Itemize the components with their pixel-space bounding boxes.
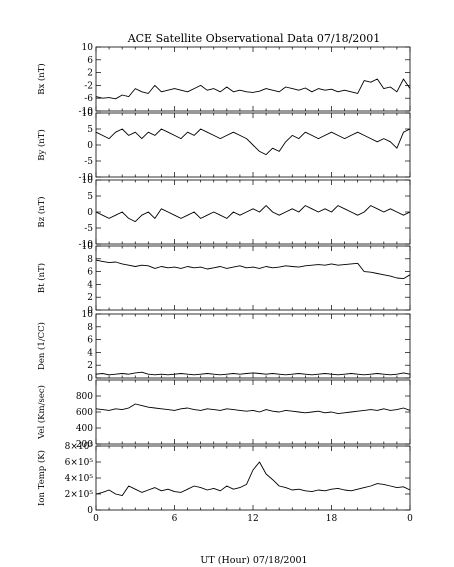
series-line [95, 78, 411, 100]
y-tick-label: -10 [79, 240, 94, 250]
plot-frame [95, 46, 411, 112]
y-tick-label: 6 [87, 336, 93, 346]
y-tick-label: 0 [87, 374, 93, 384]
panel-4: 10 8 6 4 2 0 Bt (nT) [36, 242, 411, 316]
y-axis-label: Vel (Km/sec) [36, 385, 47, 440]
panel-3: 10 5 0 -5 -10 Bz (nT) [36, 176, 411, 250]
plot-frame [95, 379, 411, 445]
y-axis-label: Bz (nT) [36, 196, 47, 227]
y-tick-label: 5 [87, 125, 93, 135]
y-tick-label: 4 [87, 348, 93, 358]
y-tick-label: 2 [87, 293, 93, 303]
y-axis-label: By (nT) [36, 129, 47, 161]
y-tick-label: 0 [87, 141, 93, 151]
series-line [95, 371, 411, 376]
x-tick-label: 18 [326, 514, 338, 524]
y-tick-label: -10 [79, 173, 94, 183]
y-tick-label: 6 [87, 56, 93, 66]
y-tick-label: 600 [76, 408, 93, 418]
y-tick-label: 8 [87, 323, 93, 333]
y-axis-label: Den (1/CC) [36, 322, 47, 370]
y-tick-label: 800 [76, 392, 93, 402]
x-tick-label: 12 [247, 514, 258, 524]
x-tick-label: 0 [407, 514, 413, 524]
y-tick-label: 4 [87, 280, 93, 290]
y-tick-label: 2×10⁵ [65, 490, 94, 500]
panel-1: 10 6 2 -2 -6 -10 Bx (nT) [36, 43, 411, 117]
y-tick-label: 6 [87, 268, 93, 278]
y-tick-label: 10 [82, 43, 94, 53]
y-tick-label: -6 [84, 94, 93, 104]
y-tick-label: -5 [84, 224, 93, 234]
chart-title: ACE Satellite Observational Data 07/18/2… [127, 32, 381, 45]
plot-frame [95, 245, 411, 311]
x-axis-label: UT (Hour) 07/18/2001 [200, 555, 307, 566]
y-tick-label: 5 [87, 192, 93, 202]
y-tick-label: 0 [87, 208, 93, 218]
series-line [95, 205, 411, 223]
y-tick-label: 0 [87, 306, 93, 316]
series-line [95, 403, 411, 415]
panel-7: 8×10⁵ 6×10⁵ 4×10⁵ 2×10⁵ 0 Ion Temp (K) [36, 442, 411, 516]
panel-2: 10 5 0 -5 -10 By (nT) [36, 109, 411, 183]
y-tick-label: 10 [82, 242, 94, 252]
panel-6: 800 600 400 200 Vel (Km/sec) [36, 379, 411, 450]
y-tick-label: 10 [82, 109, 94, 119]
y-axis-label: Ion Temp (K) [36, 450, 47, 506]
y-tick-label: 4×10⁵ [65, 474, 94, 484]
y-axis-label: Bx (nT) [36, 63, 47, 95]
y-axis-label: Bt (nT) [36, 263, 47, 293]
series-line [95, 128, 411, 156]
plot-frame [95, 313, 411, 379]
y-tick-label: 8 [87, 255, 93, 265]
y-tick-label: 2 [87, 69, 93, 79]
panels: 10 6 2 -2 -6 -10 Bx (nT) 10 5 0 -5 -10 By (nT) 10 5 0 -5… [36, 43, 413, 524]
y-tick-label: 10 [82, 176, 94, 186]
series-line [95, 461, 411, 497]
x-tick-label: 6 [172, 514, 178, 524]
y-tick-label: -2 [84, 81, 93, 91]
panel-5: 10 8 6 4 2 0 Den (1/CC) [36, 310, 411, 384]
y-tick-label: 10 [82, 310, 94, 320]
y-tick-label: -10 [79, 107, 94, 117]
y-tick-label: 0 [87, 506, 93, 516]
y-tick-label: 2 [87, 361, 93, 371]
y-tick-label: -5 [84, 157, 93, 167]
y-tick-label: 6×10⁵ [65, 458, 94, 468]
y-tick-label: 400 [76, 424, 93, 434]
series-line [95, 259, 411, 280]
plot-frame [95, 445, 411, 511]
y-tick-label: 200 [76, 440, 93, 450]
x-tick-label: 0 [93, 514, 99, 524]
plot-frame [95, 179, 411, 245]
y-tick-label: 8×10⁵ [65, 442, 94, 452]
